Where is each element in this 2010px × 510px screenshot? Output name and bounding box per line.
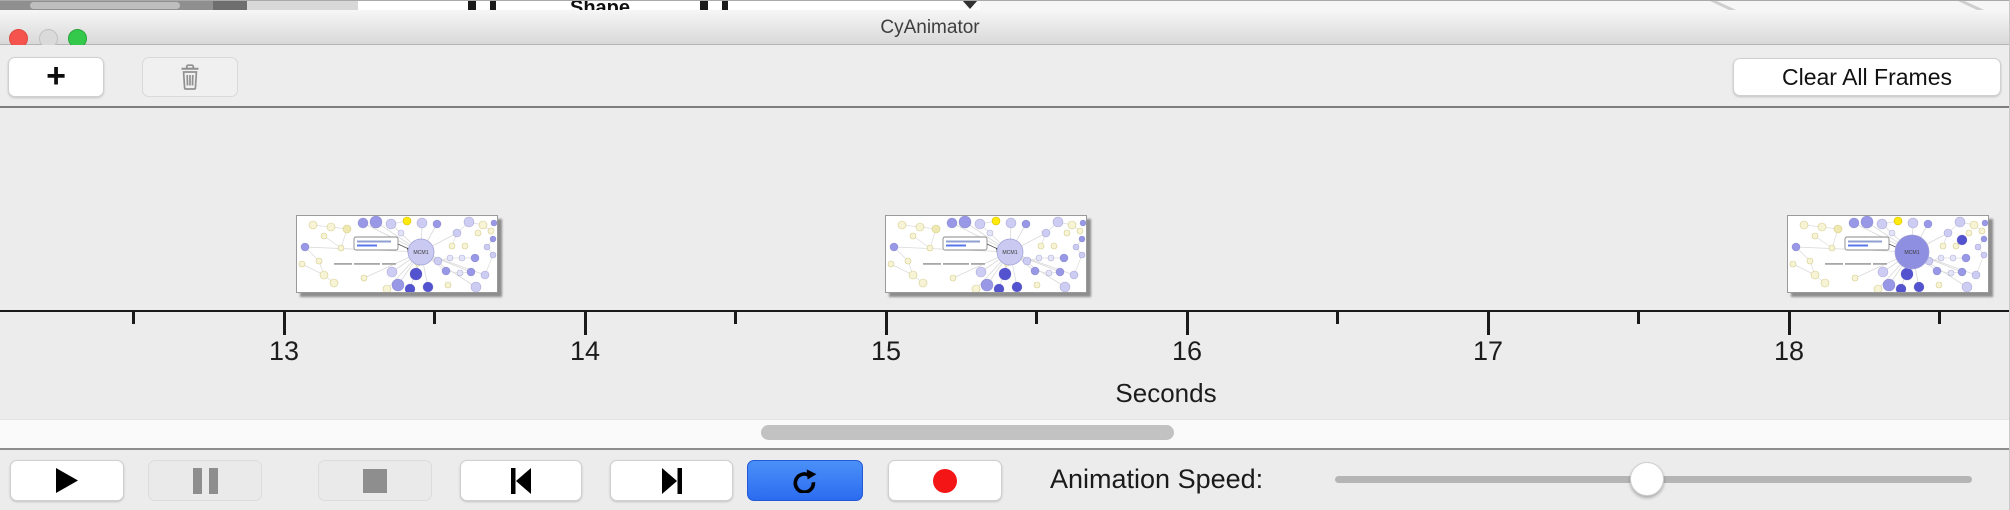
window-title: CyAnimator	[880, 17, 980, 38]
major-tick	[1486, 311, 1490, 335]
play-icon	[56, 468, 78, 493]
tick-label: 16	[1171, 336, 1203, 366]
trash-icon	[181, 64, 199, 90]
major-tick	[1787, 311, 1791, 335]
record-button[interactable]	[888, 460, 1002, 501]
loop-button[interactable]	[747, 460, 863, 501]
major-tick	[583, 311, 587, 335]
tick-label: 13	[268, 336, 300, 366]
pause-icon	[192, 467, 218, 494]
frame-thumbnail-13s[interactable]: MCM1	[296, 215, 498, 295]
thumbnail-center-node-label: MCM1	[1002, 250, 1017, 256]
background-fragment	[962, 0, 978, 9]
background-partial-text: Shape	[570, 0, 690, 10]
background-fragment	[468, 0, 476, 10]
loop-icon	[793, 468, 817, 493]
frame-thumbnail-18s[interactable]: MCM1	[1787, 215, 1989, 295]
minor-tick	[1336, 311, 1339, 324]
add-frame-button[interactable]: +	[8, 57, 104, 97]
pause-button[interactable]	[148, 460, 262, 501]
background-fragment	[700, 0, 708, 10]
stop-button[interactable]	[318, 460, 432, 501]
delete-frame-button[interactable]	[142, 57, 238, 97]
minor-tick	[1938, 311, 1941, 324]
minor-tick	[132, 311, 135, 324]
major-tick	[282, 311, 286, 335]
frame-thumbnail-15s[interactable]: MCM1	[885, 215, 1087, 295]
skip-to-end-button[interactable]	[610, 460, 733, 501]
speed-slider-thumb[interactable]	[1630, 462, 1665, 496]
background-fragment	[213, 0, 247, 10]
minor-tick	[1637, 311, 1640, 324]
timeline-scrollbar-thumb[interactable]	[761, 425, 1174, 440]
minor-tick	[1035, 311, 1038, 324]
background-fragment	[358, 0, 980, 10]
record-icon	[933, 468, 957, 493]
background-window-strip: Shape	[0, 0, 2009, 10]
minor-tick	[433, 311, 436, 324]
tick-label: 15	[870, 336, 902, 366]
window-titlebar	[0, 10, 2009, 48]
stop-icon	[363, 468, 387, 493]
timeline-ruler-line	[0, 310, 2009, 312]
background-fragment	[0, 0, 2009, 1]
tick-label: 18	[1773, 336, 1805, 366]
background-fragment	[1949, 0, 1993, 10]
frame-toolbar	[0, 45, 2009, 108]
plus-icon: +	[46, 56, 66, 95]
seconds-axis-label: Seconds	[1115, 378, 1217, 408]
skip-to-start-icon	[511, 467, 531, 494]
background-fragment	[1701, 0, 1745, 10]
tick-label: 17	[1472, 336, 1504, 366]
tick-label: 14	[569, 336, 601, 366]
animation-speed-label: Animation Speed:	[1050, 464, 1264, 494]
background-fragment	[722, 0, 728, 10]
play-button[interactable]	[10, 460, 124, 501]
tick-label: 12	[0, 336, 13, 367]
skip-to-end-icon	[661, 467, 682, 494]
background-fragment	[490, 0, 496, 10]
background-fragment	[247, 0, 358, 10]
major-tick	[1185, 311, 1189, 335]
skip-to-start-button[interactable]	[460, 460, 582, 501]
thumbnail-center-node-label: MCM1	[413, 250, 428, 256]
minor-tick	[734, 311, 737, 324]
clear-all-frames-button[interactable]: Clear All Frames	[1733, 58, 2001, 96]
major-tick	[884, 311, 888, 335]
thumbnail-center-node-label: MCM1	[1904, 250, 1919, 256]
background-fragment	[30, 2, 180, 9]
